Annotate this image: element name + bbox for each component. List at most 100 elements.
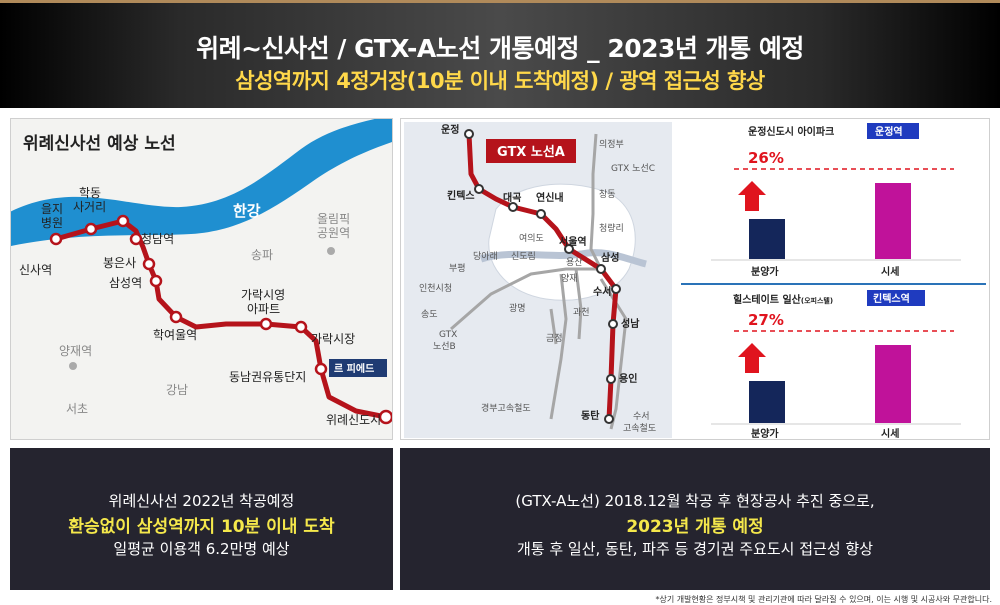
wirye-map-svg: 한강 위례신사선 예상 노선 신사역 을지 병원 학동 사거리 xyxy=(11,119,392,427)
gtx-c-line xyxy=(589,133,603,270)
station-bongeunsa xyxy=(142,257,156,271)
chart-bottom-badge-bg xyxy=(867,290,925,306)
chart-bottom-title-small: (오피스텔) xyxy=(801,296,833,305)
station-hagyeoul xyxy=(169,310,183,324)
label-eulji: 을지 병원 xyxy=(41,202,63,230)
gtx-label-sindorim: 신도림 xyxy=(511,250,536,262)
station-cheongdam xyxy=(129,232,143,246)
gtx-station-seongnam xyxy=(608,319,618,329)
gwangmyeong-line xyxy=(549,308,558,345)
gtx-station-dongtan xyxy=(604,414,614,424)
gtx-label-yeonsinnae: 연신내 xyxy=(536,191,564,204)
page-subtitle: 삼성역까지 4정거장(10분 이내 도착예정) / 광역 접근성 향상 xyxy=(235,69,765,93)
wirye-info-line3: 일평균 이용객 6.2만명 예상 xyxy=(113,540,290,558)
station-dongnam xyxy=(314,362,328,376)
header-banner: 위례~신사선 / GTX-A노선 개통예정 _ 2023년 개통 예정 삼성역까… xyxy=(0,0,1000,108)
station-garak-apt xyxy=(259,317,273,331)
label-songpa: 송파 xyxy=(251,248,273,262)
gtx-label-gtx-b: GTX 노선B xyxy=(433,330,457,352)
chart-bottom-cat-1: 시세 xyxy=(881,427,899,440)
chart-bottom-bar-presale xyxy=(749,381,785,423)
chart-bottom-bar-market xyxy=(875,345,911,423)
river-shape xyxy=(11,119,392,247)
chart-top-badge: 운정역 xyxy=(875,125,903,138)
station-eulji xyxy=(84,222,98,236)
label-hagyeoul: 학여울역 xyxy=(153,328,197,342)
gtx-label-samseong: 삼성 xyxy=(601,251,619,264)
gtx-a-tag: GTX 노선A xyxy=(497,144,565,160)
gtx-label-seoul: 서울역 xyxy=(559,235,587,248)
chart-top-cat-0: 분양가 xyxy=(751,265,779,278)
label-hakdong: 학동 사거리 xyxy=(73,186,106,214)
gtx-station-kintex xyxy=(474,184,484,194)
river-label: 한강 xyxy=(233,202,261,220)
gtx-station-seoul xyxy=(564,244,574,254)
gtx-label-bupyeong: 부평 xyxy=(449,263,466,274)
chart-bottom-percent: 27% xyxy=(748,311,784,329)
gtx-label-suseo: 수서 xyxy=(593,285,611,298)
gtx-label-kintex: 킨텍스 xyxy=(447,189,475,202)
label-wirye: 위례신도시 xyxy=(326,413,381,427)
gtx-station-samseong xyxy=(596,264,606,274)
gtx-station-yeonsinnae xyxy=(536,209,546,219)
chart-top: 운정신도시 아이파크 운정역 26% 분양가 시세 xyxy=(711,123,961,278)
gtx-label-yongin: 용인 xyxy=(619,372,637,385)
route-line xyxy=(55,218,387,420)
gtx-info-box: (GTX-A노선) 2018.12월 착공 후 현장공사 추진 중으로, 202… xyxy=(400,448,990,590)
gtx-a-tag-bg xyxy=(486,139,576,163)
gtx-label-cheongnyangni: 청량리 xyxy=(599,222,624,234)
chart-bottom-title: 힐스테이트 일산(오피스텔) xyxy=(733,293,833,306)
gtx-label-changdong: 창동 xyxy=(599,189,616,200)
chart-top-bar-presale xyxy=(749,219,785,259)
label-samseong: 삼성역 xyxy=(109,276,142,290)
gtx-b-line xyxy=(450,267,601,331)
chart-top-title: 운정신도시 아이파크 xyxy=(748,125,834,138)
chart-bottom-up-arrow-icon xyxy=(738,343,766,373)
gtx-station-suseo xyxy=(611,284,621,294)
chart-top-cat-1: 시세 xyxy=(881,265,899,278)
gyeongbu-line xyxy=(549,273,568,420)
chart-bottom-cat-0: 분양가 xyxy=(751,427,779,440)
label-olympic: 올림픽 공원역 xyxy=(317,212,350,240)
gtx-label-gyeongbu: 경부고속철도 xyxy=(481,402,531,414)
label-garak-apt: 가락시영 아파트 xyxy=(241,288,285,316)
gtx-station-daegok xyxy=(508,202,518,212)
chart-bottom-badge: 킨텍스역 xyxy=(873,292,910,305)
footnote: *상기 개발현황은 정부시책 및 관리기관에 따라 달라질 수 있으며, 이는 … xyxy=(655,595,992,604)
gtx-a-panel: GTX 노선A 운정 킨텍스 대곡 연신내 서울역 삼성 수서 성남 용인 동탄… xyxy=(400,118,990,440)
label-sinsa: 신사역 xyxy=(19,263,52,277)
gtx-info-line1: (GTX-A노선) 2018.12월 착공 후 현장공사 추진 중으로, xyxy=(515,492,875,510)
gtx-label-dangarae: 당아래 xyxy=(473,251,498,262)
gtx-station-unjeong xyxy=(464,129,474,139)
gtx-info-line3: 개통 후 일산, 동탄, 파주 등 경기권 주요도시 접근성 향상 xyxy=(516,540,874,558)
label-bongeunsa: 봉은사 xyxy=(103,256,136,270)
station-samseong xyxy=(149,274,163,288)
district-olympic-dot xyxy=(327,247,335,255)
gtx-label-geumjeong: 금정 xyxy=(546,333,563,344)
gtx-label-unjeong: 운정 xyxy=(441,123,459,136)
gtx-label-uijeongbu: 의정부 xyxy=(599,139,624,150)
label-sinsa-text: 신사역 xyxy=(19,263,52,277)
gtx-label-dongtan: 동탄 xyxy=(581,409,600,422)
gtx-label-daegok: 대곡 xyxy=(503,191,521,204)
map-title: 위례신사선 예상 노선 xyxy=(23,134,176,154)
station-garak-market xyxy=(294,320,308,334)
station-wirye xyxy=(378,409,392,425)
district-yangjae-dot xyxy=(69,362,77,370)
gtx-label-suseo-hsr: 수서 고속철도 xyxy=(623,411,656,434)
chart-bottom: 힐스테이트 일산(오피스텔) 킨텍스역 27% 분양가 시세 xyxy=(711,290,961,440)
page-title: 위례~신사선 / GTX-A노선 개통예정 _ 2023년 개통 예정 xyxy=(196,34,804,63)
gtx-info-line2: 2023년 개통 예정 xyxy=(626,517,764,537)
chart-top-bar-market xyxy=(875,183,911,259)
gtx-label-incheon: 인천시청 xyxy=(419,283,452,294)
gtx-label-yongsan: 용산 xyxy=(566,257,583,268)
chart-bottom-title-main: 힐스테이트 일산 xyxy=(733,293,802,306)
gwacheon-line xyxy=(574,268,583,340)
station-hakdong xyxy=(116,214,130,228)
le-pied-tag: 르 피에드 xyxy=(334,362,374,375)
gtx-map-svg: GTX 노선A 운정 킨텍스 대곡 연신내 서울역 삼성 수서 성남 용인 동탄… xyxy=(404,122,986,440)
gtx-label-songdo: 송도 xyxy=(421,309,438,320)
gtx-label-yangjae: 양재 xyxy=(561,273,578,284)
label-yangjae: 양재역 xyxy=(59,344,92,358)
label-dongnam: 동남권유통단지 xyxy=(229,370,306,384)
